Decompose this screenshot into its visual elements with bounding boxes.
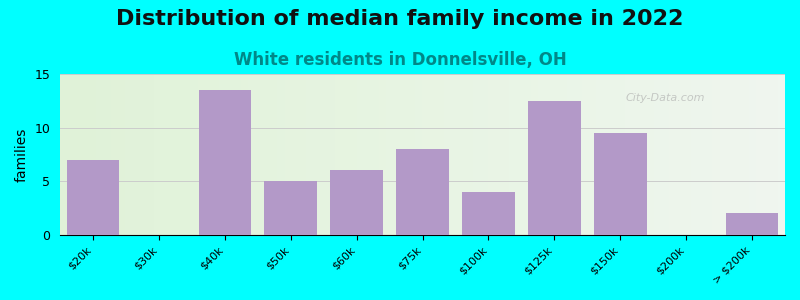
Bar [462, 192, 515, 235]
Bar [528, 101, 581, 235]
Text: White residents in Donnelsville, OH: White residents in Donnelsville, OH [234, 51, 566, 69]
Bar [265, 181, 317, 235]
Text: City-Data.com: City-Data.com [626, 93, 705, 103]
Bar [198, 90, 251, 235]
Bar [330, 170, 383, 235]
Text: Distribution of median family income in 2022: Distribution of median family income in … [116, 9, 684, 29]
Bar [726, 213, 778, 235]
Bar [396, 149, 449, 235]
Bar [594, 133, 646, 235]
Y-axis label: families: families [15, 127, 29, 182]
Bar [66, 160, 119, 235]
